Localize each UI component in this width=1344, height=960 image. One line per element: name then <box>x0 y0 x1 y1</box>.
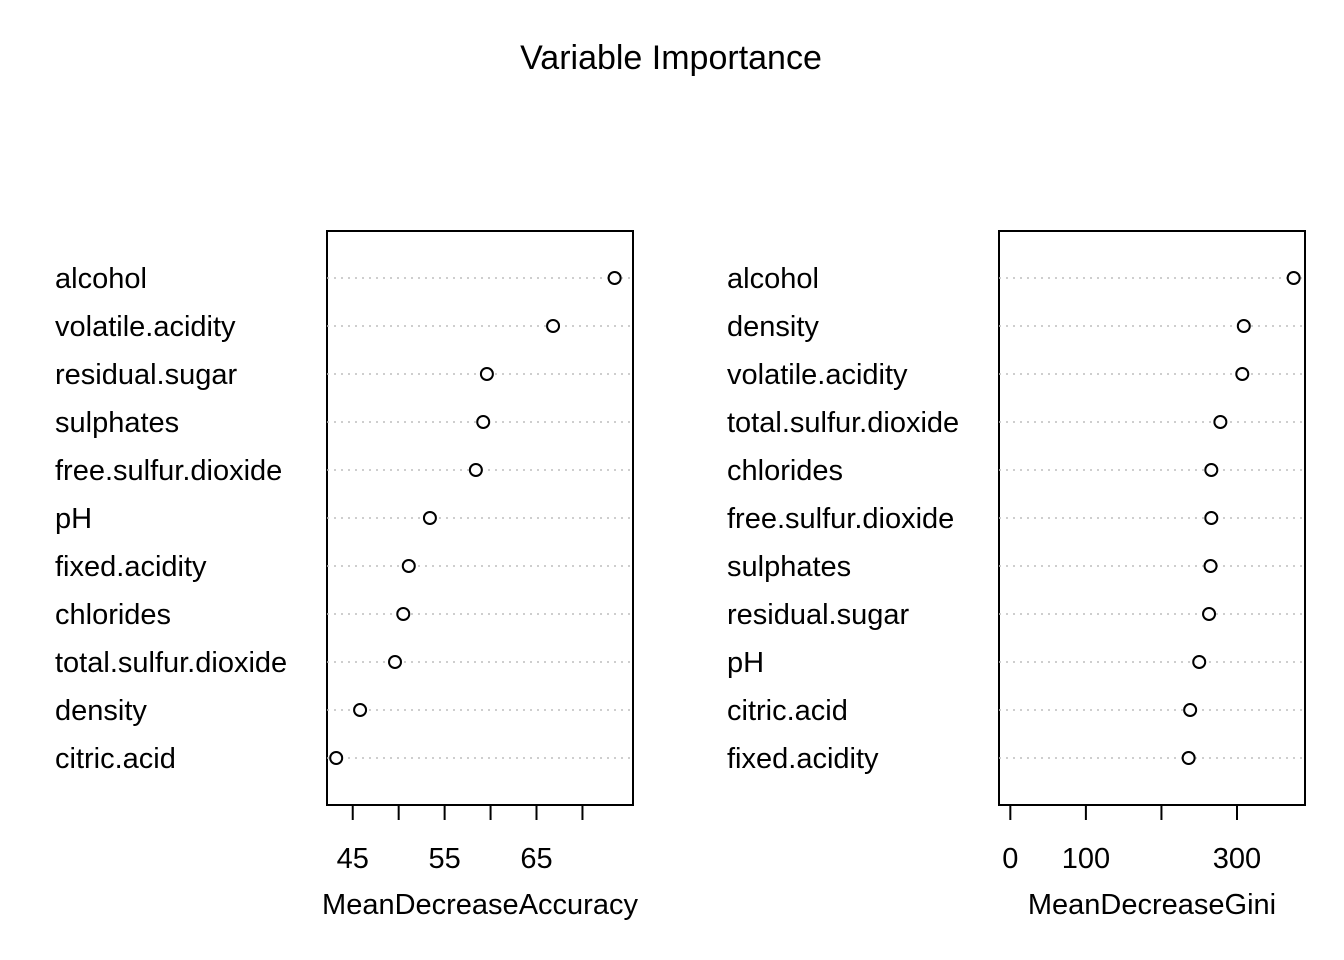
gini-variable-label: density <box>727 311 819 343</box>
chart-title: Variable Importance <box>520 39 822 77</box>
accuracy-point <box>546 319 561 333</box>
gini-x-tick-label: 300 <box>1213 843 1261 875</box>
accuracy-variable-label: volatile.acidity <box>55 311 236 343</box>
gini-point <box>1286 271 1301 285</box>
accuracy-variable-label: citric.acid <box>55 743 176 775</box>
accuracy-variable-label: free.sulfur.dioxide <box>55 455 282 487</box>
gini-variable-label: volatile.acidity <box>727 359 908 391</box>
gini-variable-label: citric.acid <box>727 695 848 727</box>
gini-variable-label: residual.sugar <box>727 599 909 631</box>
accuracy-variable-label: sulphates <box>55 407 179 439</box>
gini-x-tick-label: 100 <box>1062 843 1110 875</box>
gini-point <box>1203 559 1218 573</box>
accuracy-point <box>468 463 483 477</box>
gini-point <box>1204 511 1219 525</box>
accuracy-panel: alcohol volatile.acidity residual.sugar sul… <box>55 230 638 921</box>
accuracy-point <box>329 751 344 765</box>
accuracy-variable-label: pH <box>55 503 92 535</box>
gini-point <box>1235 367 1250 381</box>
gini-point <box>1192 655 1207 669</box>
accuracy-variable-label: residual.sugar <box>55 359 237 391</box>
accuracy-point <box>607 271 622 285</box>
gini-panel: alcohol density volatile.acidity total.sulf… <box>727 230 1306 921</box>
gini-variable-label: chlorides <box>727 455 843 487</box>
accuracy-point <box>422 511 437 525</box>
gini-point <box>1202 607 1217 621</box>
gini-variable-label: sulphates <box>727 551 851 583</box>
accuracy-variable-label: alcohol <box>55 263 147 295</box>
gini-x-tick-label: 0 <box>1002 843 1018 875</box>
accuracy-variable-label: total.sulfur.dioxide <box>55 647 287 679</box>
accuracy-point <box>479 367 494 381</box>
gini-point <box>1181 751 1196 765</box>
accuracy-point <box>396 607 411 621</box>
gini-x-axis-title: MeanDecreaseGini <box>1028 889 1276 921</box>
accuracy-variable-label: density <box>55 695 147 727</box>
gini-variable-label: free.sulfur.dioxide <box>727 503 954 535</box>
accuracy-variable-label: chlorides <box>55 599 171 631</box>
accuracy-point <box>476 415 491 429</box>
accuracy-x-tick-label: 55 <box>428 843 460 875</box>
accuracy-point <box>353 703 368 717</box>
accuracy-variable-label: fixed.acidity <box>55 551 207 583</box>
gini-point <box>1236 319 1251 333</box>
gini-point <box>1204 463 1219 477</box>
gini-point <box>1213 415 1228 429</box>
accuracy-x-axis-title: MeanDecreaseAccuracy <box>322 889 638 921</box>
accuracy-x-tick-label: 65 <box>520 843 552 875</box>
gini-variable-label: alcohol <box>727 263 819 295</box>
accuracy-x-tick-label: 45 <box>337 843 369 875</box>
gini-variable-label: total.sulfur.dioxide <box>727 407 959 439</box>
gini-variable-label: pH <box>727 647 764 679</box>
accuracy-point <box>388 655 402 669</box>
gini-point <box>1183 703 1198 717</box>
accuracy-point <box>401 559 416 573</box>
gini-variable-label: fixed.acidity <box>727 743 879 775</box>
